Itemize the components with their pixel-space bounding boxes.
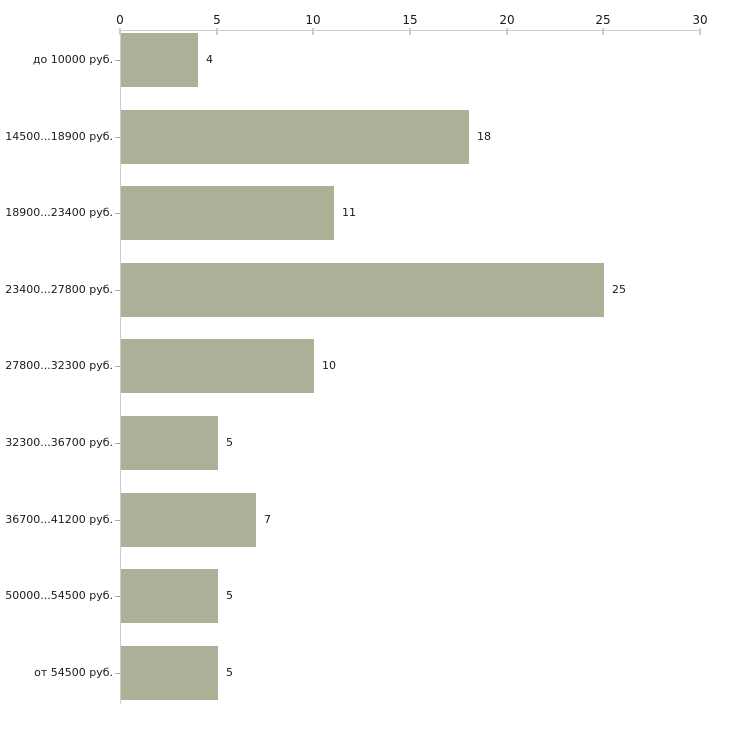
bar xyxy=(121,416,218,470)
x-tick-label: 20 xyxy=(499,13,515,27)
bar xyxy=(121,186,334,240)
bar xyxy=(121,33,198,87)
value-label: 10 xyxy=(322,359,336,372)
x-tick-mark xyxy=(699,28,701,35)
category-tick-mark xyxy=(115,366,120,367)
category-label: 50000...54500 руб. xyxy=(5,589,113,602)
bar xyxy=(121,493,256,547)
value-label: 4 xyxy=(206,53,213,66)
category-label: 14500...18900 руб. xyxy=(5,130,113,143)
value-label: 11 xyxy=(342,206,356,219)
x-tick-mark xyxy=(312,28,314,35)
category-tick-mark xyxy=(115,520,120,521)
category-tick-mark xyxy=(115,213,120,214)
category-tick-mark xyxy=(115,137,120,138)
value-label: 5 xyxy=(226,436,233,449)
category-tick-mark xyxy=(115,596,120,597)
value-label: 5 xyxy=(226,666,233,679)
bar xyxy=(121,646,218,700)
x-tick-mark xyxy=(119,28,121,35)
bar xyxy=(121,110,469,164)
category-label: 18900...23400 руб. xyxy=(5,206,113,219)
category-label: 23400...27800 руб. xyxy=(5,283,113,296)
x-tick-label: 0 xyxy=(116,13,124,27)
x-tick-label: 5 xyxy=(213,13,221,27)
category-tick-mark xyxy=(115,290,120,291)
x-tick-mark xyxy=(506,28,508,35)
value-label: 5 xyxy=(226,589,233,602)
category-tick-mark xyxy=(115,443,120,444)
x-tick-mark xyxy=(216,28,218,35)
value-label: 18 xyxy=(477,130,491,143)
category-tick-mark xyxy=(115,673,120,674)
bar xyxy=(121,339,314,393)
category-tick-mark xyxy=(115,60,120,61)
category-label: 27800...32300 руб. xyxy=(5,359,113,372)
category-label: от 54500 руб. xyxy=(34,666,113,679)
value-label: 25 xyxy=(612,283,626,296)
category-label: 32300...36700 руб. xyxy=(5,436,113,449)
bar xyxy=(121,569,218,623)
category-label: 36700...41200 руб. xyxy=(5,513,113,526)
category-label: до 10000 руб. xyxy=(32,53,113,66)
x-tick-label: 10 xyxy=(305,13,321,27)
bar xyxy=(121,263,604,317)
y-axis-line xyxy=(120,30,121,704)
x-tick-label: 30 xyxy=(692,13,708,27)
x-tick-mark xyxy=(409,28,411,35)
x-tick-mark xyxy=(602,28,604,35)
value-label: 7 xyxy=(264,513,271,526)
x-tick-label: 15 xyxy=(402,13,418,27)
x-tick-label: 25 xyxy=(595,13,611,27)
